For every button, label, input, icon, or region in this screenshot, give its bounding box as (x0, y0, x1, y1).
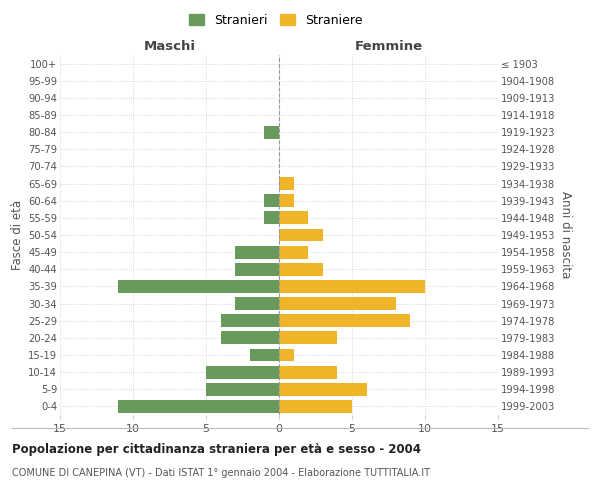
Bar (235, 246, 279, 258)
Bar (279, 228, 323, 241)
Bar (265, 194, 279, 207)
Bar (265, 212, 279, 224)
Y-axis label: Fasce di età: Fasce di età (11, 200, 24, 270)
Y-axis label: Anni di nascita: Anni di nascita (559, 192, 572, 278)
Bar (206, 366, 279, 378)
Bar (279, 383, 367, 396)
Text: Popolazione per cittadinanza straniera per età e sesso - 2004: Popolazione per cittadinanza straniera p… (12, 442, 421, 456)
Bar (279, 366, 337, 378)
Bar (265, 126, 279, 138)
Bar (279, 177, 293, 190)
Bar (221, 314, 279, 327)
Bar (279, 348, 293, 362)
Bar (279, 314, 410, 327)
Legend: Stranieri, Straniere: Stranieri, Straniere (184, 8, 368, 32)
Bar (206, 383, 279, 396)
Bar (221, 332, 279, 344)
Text: Femmine: Femmine (355, 40, 422, 52)
Bar (279, 400, 352, 413)
Bar (279, 194, 293, 207)
Bar (279, 212, 308, 224)
Bar (279, 246, 308, 258)
Text: COMUNE DI CANEPINA (VT) - Dati ISTAT 1° gennaio 2004 - Elaborazione TUTTITALIA.I: COMUNE DI CANEPINA (VT) - Dati ISTAT 1° … (12, 468, 430, 477)
Bar (279, 263, 323, 276)
Bar (250, 348, 279, 362)
Bar (235, 263, 279, 276)
Bar (118, 280, 279, 293)
Text: Maschi: Maschi (143, 40, 196, 52)
Bar (279, 332, 337, 344)
Bar (279, 297, 396, 310)
Bar (118, 400, 279, 413)
Bar (235, 297, 279, 310)
Bar (279, 280, 425, 293)
